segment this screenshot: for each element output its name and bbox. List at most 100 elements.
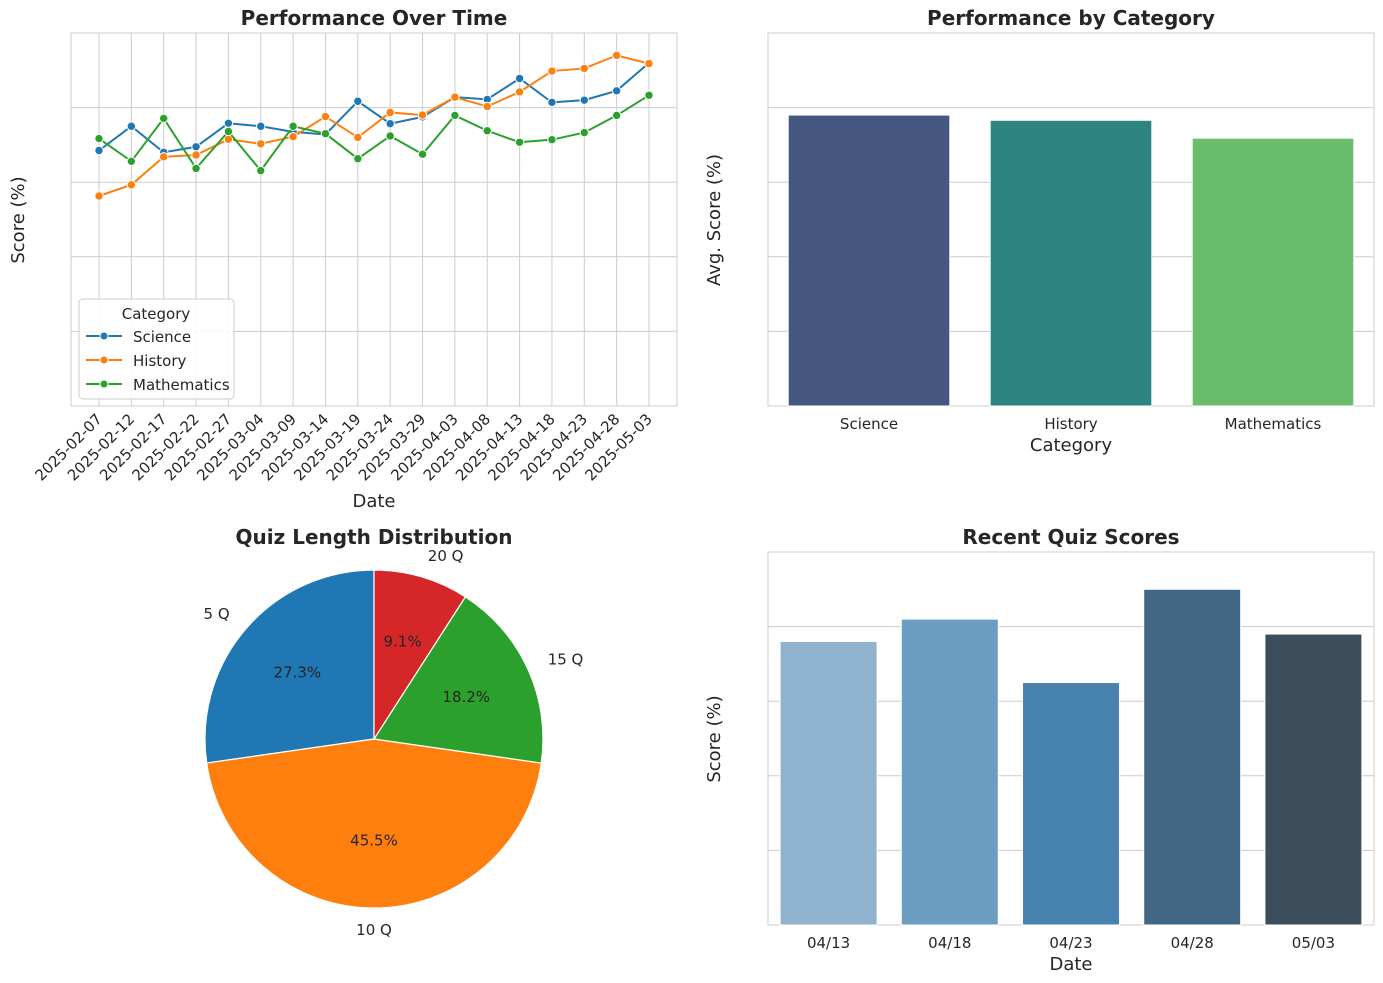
- line-chart-legend: Category Science History Mathematics: [78, 298, 235, 400]
- data-point-mathematics: [159, 113, 169, 124]
- legend-marker-mathematics: [99, 379, 109, 389]
- recent-bar-xticks: 04/13 04/18 04/23 04/28 05/03: [807, 934, 1335, 952]
- legend-entry-mathematics: Mathematics: [133, 376, 230, 394]
- bar-04-18: [900, 618, 999, 926]
- x-tick-label: Mathematics: [1225, 415, 1322, 433]
- plot-frame: [70, 32, 678, 407]
- pie-labels: 5 Q 27.3% 10 Q 45.5% 15 Q 18.2% 20 Q 9.1%: [204, 547, 584, 939]
- bar-04-23: [1022, 682, 1120, 926]
- data-point-science: [223, 118, 234, 128]
- pie-pct-label: 27.3%: [274, 664, 322, 682]
- data-point-history: [256, 139, 266, 149]
- category-bar-bars: [787, 114, 1355, 407]
- data-point-mathematics: [126, 156, 137, 167]
- bar-04-28: [1143, 588, 1242, 926]
- data-point-history: [320, 111, 331, 122]
- pie-slice-15-q: [372, 595, 544, 764]
- x-tick-label: Science: [840, 415, 898, 433]
- pie-slices: [204, 569, 544, 909]
- data-point-history: [644, 58, 654, 69]
- data-point-history: [288, 131, 298, 142]
- bar-history: [989, 119, 1153, 407]
- legend-marker-history: [99, 355, 109, 365]
- line-chart-xticks: 2025-02-072025-02-122025-02-172025-02-22…: [31, 410, 655, 484]
- data-point-science: [385, 118, 395, 129]
- series-line-science: [98, 62, 650, 154]
- data-point-history: [353, 132, 363, 143]
- data-point-history: [514, 87, 525, 97]
- pie-chart-title: Quiz Length Distribution: [236, 525, 513, 549]
- legend-title: Category: [122, 305, 191, 323]
- x-tick-label: 04/23: [1049, 934, 1092, 952]
- data-point-history: [482, 101, 492, 112]
- line-chart-panel: Performance Over Time 2025-02-072025-02-…: [8, 6, 678, 512]
- x-tick-label: 04/13: [807, 934, 850, 952]
- data-point-mathematics: [514, 137, 525, 147]
- data-point-mathematics: [385, 131, 395, 141]
- pie-label: 20 Q: [428, 547, 464, 565]
- legend-entry-history: History: [133, 352, 186, 370]
- pie-pct-label: 18.2%: [442, 688, 490, 706]
- data-point-mathematics: [417, 149, 428, 159]
- pie-slice-5-q: [204, 569, 375, 764]
- pie-slice-20-q: [373, 569, 467, 742]
- x-tick-label: 04/28: [1171, 934, 1214, 952]
- data-point-science: [126, 121, 137, 131]
- line-chart-series: [94, 50, 654, 201]
- pie-label: 15 Q: [548, 651, 584, 669]
- pie-chart-panel: Quiz Length Distribution 5 Q 27.3% 10 Q 45.…: [204, 525, 584, 939]
- pie-label: 5 Q: [204, 605, 230, 623]
- pie-label: 10 Q: [356, 921, 392, 939]
- data-point-mathematics: [547, 134, 557, 145]
- data-point-mathematics: [288, 121, 298, 131]
- data-point-history: [94, 191, 104, 201]
- category-bar-xticks: Science History Mathematics: [840, 415, 1322, 433]
- category-bar-ylabel: Avg. Score (%): [704, 154, 725, 286]
- category-bar-panel: Performance by Category Science History Ma…: [704, 6, 1375, 456]
- data-point-mathematics: [450, 110, 460, 121]
- data-point-history: [450, 92, 460, 102]
- data-point-history: [547, 66, 557, 76]
- data-point-history: [191, 150, 201, 160]
- series-line-mathematics: [98, 94, 650, 173]
- bar-04-13: [779, 641, 878, 926]
- x-tick-label: History: [1044, 415, 1097, 433]
- data-point-mathematics: [191, 163, 201, 174]
- data-point-mathematics: [579, 127, 589, 138]
- legend-box: [78, 298, 235, 400]
- pie-slice-10-q: [206, 738, 542, 909]
- data-point-mathematics: [611, 110, 622, 121]
- data-point-mathematics: [482, 126, 492, 136]
- data-point-mathematics: [320, 129, 331, 139]
- recent-bar-bars: [779, 588, 1363, 926]
- pie-pct-label: 45.5%: [350, 831, 398, 849]
- line-chart-xlabel: Date: [352, 491, 395, 512]
- data-point-science: [611, 86, 622, 96]
- data-point-mathematics: [256, 165, 266, 176]
- line-chart-title: Performance Over Time: [241, 6, 508, 30]
- data-point-history: [611, 50, 622, 61]
- data-point-science: [579, 95, 589, 105]
- data-point-mathematics: [353, 154, 363, 164]
- recent-bar-title: Recent Quiz Scores: [962, 525, 1179, 549]
- data-point-science: [191, 142, 201, 152]
- category-bar-xlabel: Category: [1030, 435, 1113, 456]
- data-point-history: [159, 152, 169, 162]
- legend-marker-science: [99, 331, 109, 341]
- x-tick-label: 05/03: [1292, 934, 1335, 952]
- pie-pct-label: 9.1%: [384, 633, 422, 651]
- data-point-mathematics: [644, 90, 654, 100]
- data-point-history: [126, 180, 137, 190]
- x-tick-label: 04/18: [928, 934, 971, 952]
- recent-bar-panel: Recent Quiz Scores 04/13 04/18 04/23 04/28 0…: [704, 525, 1375, 975]
- line-chart-ylabel: Score (%): [8, 176, 29, 263]
- data-point-history: [579, 63, 589, 74]
- legend-entry-science: Science: [133, 328, 191, 346]
- data-point-science: [353, 96, 363, 106]
- data-point-science: [547, 97, 557, 108]
- data-point-history: [417, 110, 428, 120]
- data-point-mathematics: [223, 126, 234, 137]
- category-bar-title: Performance by Category: [927, 6, 1215, 30]
- bar-science: [787, 114, 951, 407]
